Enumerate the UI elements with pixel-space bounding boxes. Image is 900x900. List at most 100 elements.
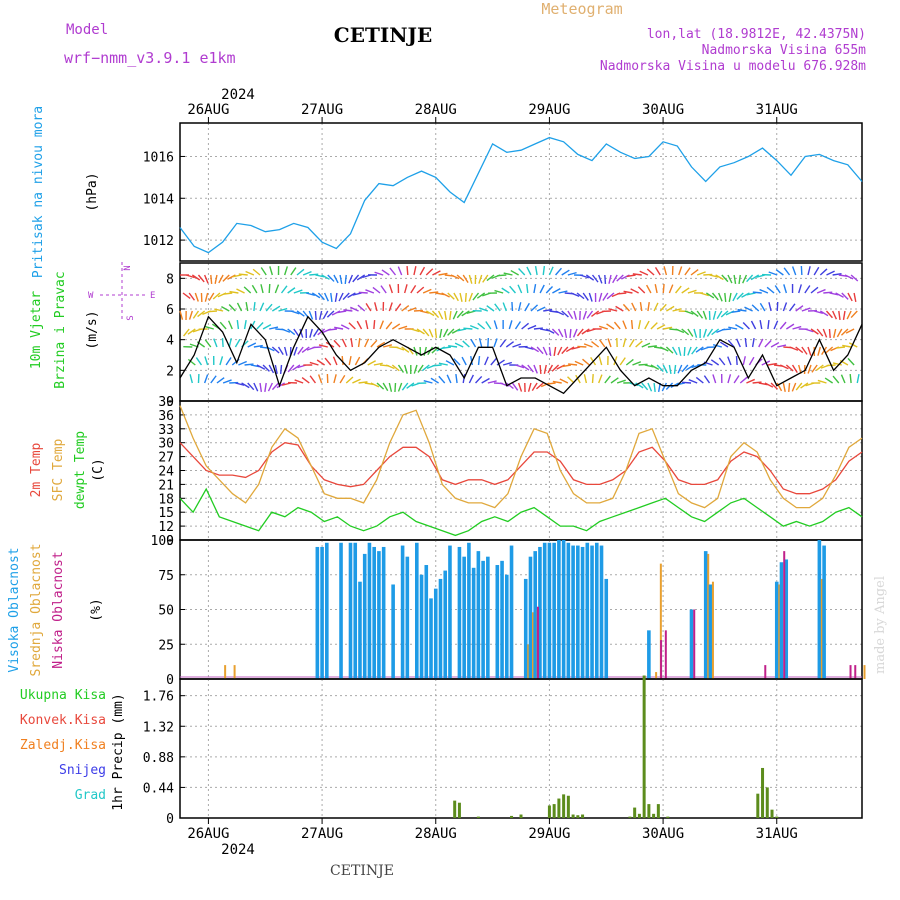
wind-barb [850, 274, 859, 282]
wind-barb [776, 382, 783, 392]
wind-barb [423, 380, 433, 384]
wind-barb [493, 338, 498, 348]
wind-barb [383, 344, 393, 348]
cloud-bar [391, 584, 395, 679]
cloud-bar [457, 546, 462, 679]
wind-barb [232, 274, 242, 278]
wind-barb [271, 305, 281, 312]
wind-barb [385, 321, 393, 330]
wind-barb [296, 268, 305, 276]
precip-bar [476, 816, 480, 818]
wind-barb [204, 292, 209, 302]
wind-barb [795, 382, 803, 391]
wind-barb [514, 321, 522, 330]
watermark: made by Angel [873, 576, 888, 674]
wind-barb [673, 364, 677, 375]
wind-barb [222, 379, 232, 384]
wind-barb [244, 363, 254, 366]
wind-barb [269, 326, 279, 330]
cloud-bar [561, 540, 566, 679]
wind-barb [352, 378, 361, 384]
cloud-bar [233, 665, 236, 679]
wind-barb [218, 274, 224, 284]
cloud-bar [764, 665, 767, 679]
wind-barb [454, 342, 464, 348]
wind-barb [477, 355, 481, 366]
wind-barb [475, 375, 483, 384]
wind-barb [591, 341, 600, 348]
wind-barb [782, 382, 786, 392]
wind-barb [416, 328, 425, 335]
wind-barb [650, 322, 658, 330]
wind-barb [536, 346, 544, 355]
wind-barb [842, 344, 852, 348]
precip-bar [647, 804, 651, 818]
wind-barb [853, 292, 857, 302]
wind-barb [567, 376, 575, 384]
wind-barb [561, 364, 572, 368]
wind-barb [699, 292, 710, 297]
elevation-label: Nadmorska Visina 655m [702, 43, 867, 58]
wind-barb [219, 356, 224, 366]
cloud-bar [358, 581, 362, 679]
wind-barb [548, 346, 552, 357]
y-tick-label: 1012 [143, 234, 174, 249]
wind-barb [406, 265, 409, 276]
cloud-bar [693, 609, 696, 679]
compass-s: S [126, 315, 136, 320]
wind-barb [279, 364, 283, 375]
precip-bar [652, 813, 656, 818]
wind-barb [574, 360, 584, 366]
wind-barb [317, 292, 325, 301]
cloud-bar [707, 553, 710, 679]
wind-barb [539, 364, 542, 375]
wind-barb [557, 328, 564, 338]
wind-barb [293, 346, 298, 356]
wind-barb [564, 328, 568, 338]
wind-barb [373, 319, 376, 330]
cloud-bar [462, 556, 466, 679]
wind-barb [791, 364, 798, 374]
wind-barb [262, 323, 272, 330]
cloud-bar [659, 563, 662, 679]
wind-barb [478, 338, 483, 348]
wind-barb [536, 306, 546, 312]
day-label-bottom: 28AUG [415, 826, 457, 842]
low-cloud-label: Niska Oblacnost [51, 551, 66, 668]
wind-barb [759, 288, 769, 294]
wind-barb [551, 328, 560, 336]
wind-barb [245, 270, 255, 276]
wind-barb [557, 346, 563, 356]
wind-barb [543, 364, 547, 374]
cloud-bar [822, 545, 826, 679]
wind-barb [274, 364, 278, 374]
wind-barb [305, 292, 316, 297]
wind-barb [775, 269, 784, 276]
wind-barb [350, 306, 359, 312]
y-tick-label: 0.44 [143, 781, 174, 796]
wind-barb [413, 364, 418, 374]
wind-barb [425, 310, 435, 317]
wind-barb [469, 324, 479, 330]
wind-barb [710, 359, 720, 366]
wind-barb [703, 273, 713, 276]
wind-barb [750, 320, 757, 330]
wind-barb [631, 302, 637, 312]
wind-barb [352, 292, 362, 296]
wind-barb [610, 377, 619, 384]
wind-barb [417, 364, 424, 373]
wind-barb [607, 338, 612, 348]
precip-bar [666, 816, 670, 818]
wind-barb [828, 328, 831, 339]
cloud-bar [348, 542, 353, 679]
wind-title-2: Brzina i Pravac [53, 271, 68, 388]
y-tick-label: 8 [166, 272, 174, 287]
wind-compass: W E S N [88, 262, 155, 322]
wind-barb [570, 292, 580, 297]
wind-barb [534, 266, 538, 276]
wind-barb [622, 338, 627, 348]
wind-barb [365, 320, 369, 330]
wind-barb [208, 292, 215, 302]
cloud-bar [424, 565, 429, 679]
wind-barb [322, 310, 329, 320]
